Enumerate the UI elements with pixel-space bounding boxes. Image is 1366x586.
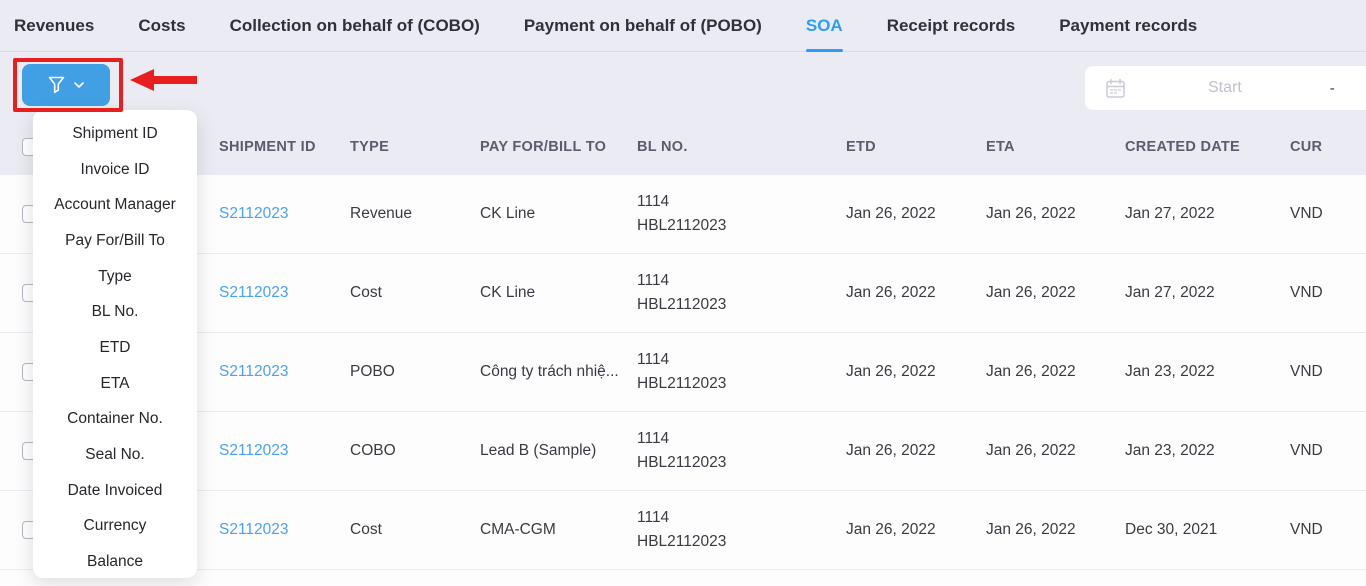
menu-item-date-invoiced[interactable]: Date Invoiced [67,481,163,499]
col-header-type[interactable]: TYPE [350,138,390,155]
eta-cell: Jan 26, 2022 [986,521,1076,538]
table-row[interactable]: S2112023 Cost CK Line 1114 HBL2112023 Ja… [0,254,1366,333]
tab-receipt-records[interactable]: Receipt records [886,15,1016,35]
currency-cell: VND [1290,363,1323,380]
type-cell: POBO [350,363,395,380]
bl-no-cell: 1114 HBL2112023 [637,350,727,392]
col-header-currency[interactable]: CUR [1290,138,1323,155]
bl-no-cell: 1114 HBL2112023 [637,271,727,313]
created-date-cell: Jan 27, 2022 [1125,284,1215,301]
start-date-input[interactable]: Start [1208,79,1242,96]
table-row[interactable]: S2112023 Cost CMA-CGM 1114 HBL2112023 Ja… [0,491,1366,570]
col-header-shipment-id[interactable]: SHIPMENT ID [219,138,316,155]
date-range-picker[interactable]: Start - [1085,66,1366,110]
col-header-created-date[interactable]: CREATED DATE [1125,138,1241,155]
type-cell: Revenue [350,205,413,222]
tab-costs[interactable]: Costs [138,15,186,35]
menu-item-container-no[interactable]: Container No. [67,410,163,428]
type-cell: COBO [350,442,396,459]
tab-soa[interactable]: SOA [805,0,843,52]
menu-item-currency[interactable]: Currency [83,517,147,535]
shipment-id-link[interactable]: S2112023 [219,521,289,538]
menu-item-invoice-id[interactable]: Invoice ID [80,160,150,178]
menu-item-account-manager[interactable]: Account Manager [54,196,176,214]
menu-item-type[interactable]: Type [98,267,132,285]
menu-item-bl-no[interactable]: BL No. [91,303,139,321]
tab-cobo[interactable]: Collection on behalf of (COBO) [229,15,480,35]
menu-item-eta[interactable]: ETA [100,374,130,392]
shipment-id-link[interactable]: S2112023 [219,205,289,222]
bl-no-cell: 1114 HBL2112023 [637,508,727,550]
table-row-partial [0,570,1366,586]
type-cell: Cost [350,521,382,538]
currency-cell: VND [1290,284,1323,301]
type-cell: Cost [350,284,382,301]
chevron-down-icon [74,82,84,88]
created-date-cell: Jan 23, 2022 [1125,442,1215,459]
col-header-etd[interactable]: ETD [846,138,876,155]
shipment-id-link[interactable]: S2112023 [219,284,289,301]
currency-cell: VND [1290,521,1323,538]
eta-cell: Jan 26, 2022 [986,442,1076,459]
shipment-id-link[interactable]: S2112023 [219,442,289,459]
pay-for-cell: CMA-CGM [480,521,556,538]
eta-cell: Jan 26, 2022 [986,284,1076,301]
tab-revenues[interactable]: Revenues [14,15,95,35]
tab-pobo[interactable]: Payment on behalf of (POBO) [523,15,762,35]
table-row[interactable]: S2112023 COBO Lead B (Sample) 1114 HBL21… [0,412,1366,491]
table-header-row: SHIPMENT ID TYPE PAY FOR/BILL TO BL NO. … [0,118,1366,175]
created-date-cell: Jan 27, 2022 [1125,205,1215,222]
filter-dropdown-menu: Shipment ID Invoice ID Account Manager P… [33,110,197,578]
col-header-pay-for[interactable]: PAY FOR/BILL TO [480,138,607,155]
etd-cell: Jan 26, 2022 [846,521,936,538]
table-body: S2112023 Revenue CK Line 1114 HBL2112023… [0,175,1366,586]
shipment-id-link[interactable]: S2112023 [219,363,289,380]
etd-cell: Jan 26, 2022 [846,442,936,459]
bl-no-cell: 1114 HBL2112023 [637,429,727,471]
pay-for-cell: Lead B (Sample) [480,442,597,459]
tab-payment-records[interactable]: Payment records [1059,15,1198,35]
eta-cell: Jan 26, 2022 [986,205,1076,222]
bl-no-cell: 1114 HBL2112023 [637,192,727,234]
menu-item-shipment-id[interactable]: Shipment ID [72,124,158,142]
col-header-bl-no[interactable]: BL NO. [637,138,688,155]
date-range-separator: - [1329,79,1335,97]
etd-cell: Jan 26, 2022 [846,205,936,222]
menu-item-pay-for-bill-to[interactable]: Pay For/Bill To [65,231,165,249]
menu-item-etd[interactable]: ETD [99,338,131,356]
col-header-eta[interactable]: ETA [986,138,1015,155]
table-row[interactable]: S2112023 Revenue CK Line 1114 HBL2112023… [0,175,1366,254]
pay-for-cell: CK Line [480,284,536,301]
eta-cell: Jan 26, 2022 [986,363,1076,380]
currency-cell: VND [1290,442,1323,459]
currency-cell: VND [1290,205,1323,222]
filter-button[interactable] [22,64,110,106]
pay-for-cell: Công ty trách nhiệ... [480,363,619,380]
created-date-cell: Dec 30, 2021 [1125,521,1218,538]
menu-item-seal-no[interactable]: Seal No. [85,446,145,464]
etd-cell: Jan 26, 2022 [846,284,936,301]
tab-bar: Revenues Costs Collection on behalf of (… [0,0,1366,52]
menu-item-balance[interactable]: Balance [86,553,143,571]
pay-for-cell: CK Line [480,205,536,222]
filter-funnel-icon [48,76,65,94]
etd-cell: Jan 26, 2022 [846,363,936,380]
calendar-icon [1105,78,1126,99]
table-row[interactable]: S2112023 POBO Công ty trách nhiệ... 1114… [0,333,1366,412]
created-date-cell: Jan 23, 2022 [1125,363,1215,380]
